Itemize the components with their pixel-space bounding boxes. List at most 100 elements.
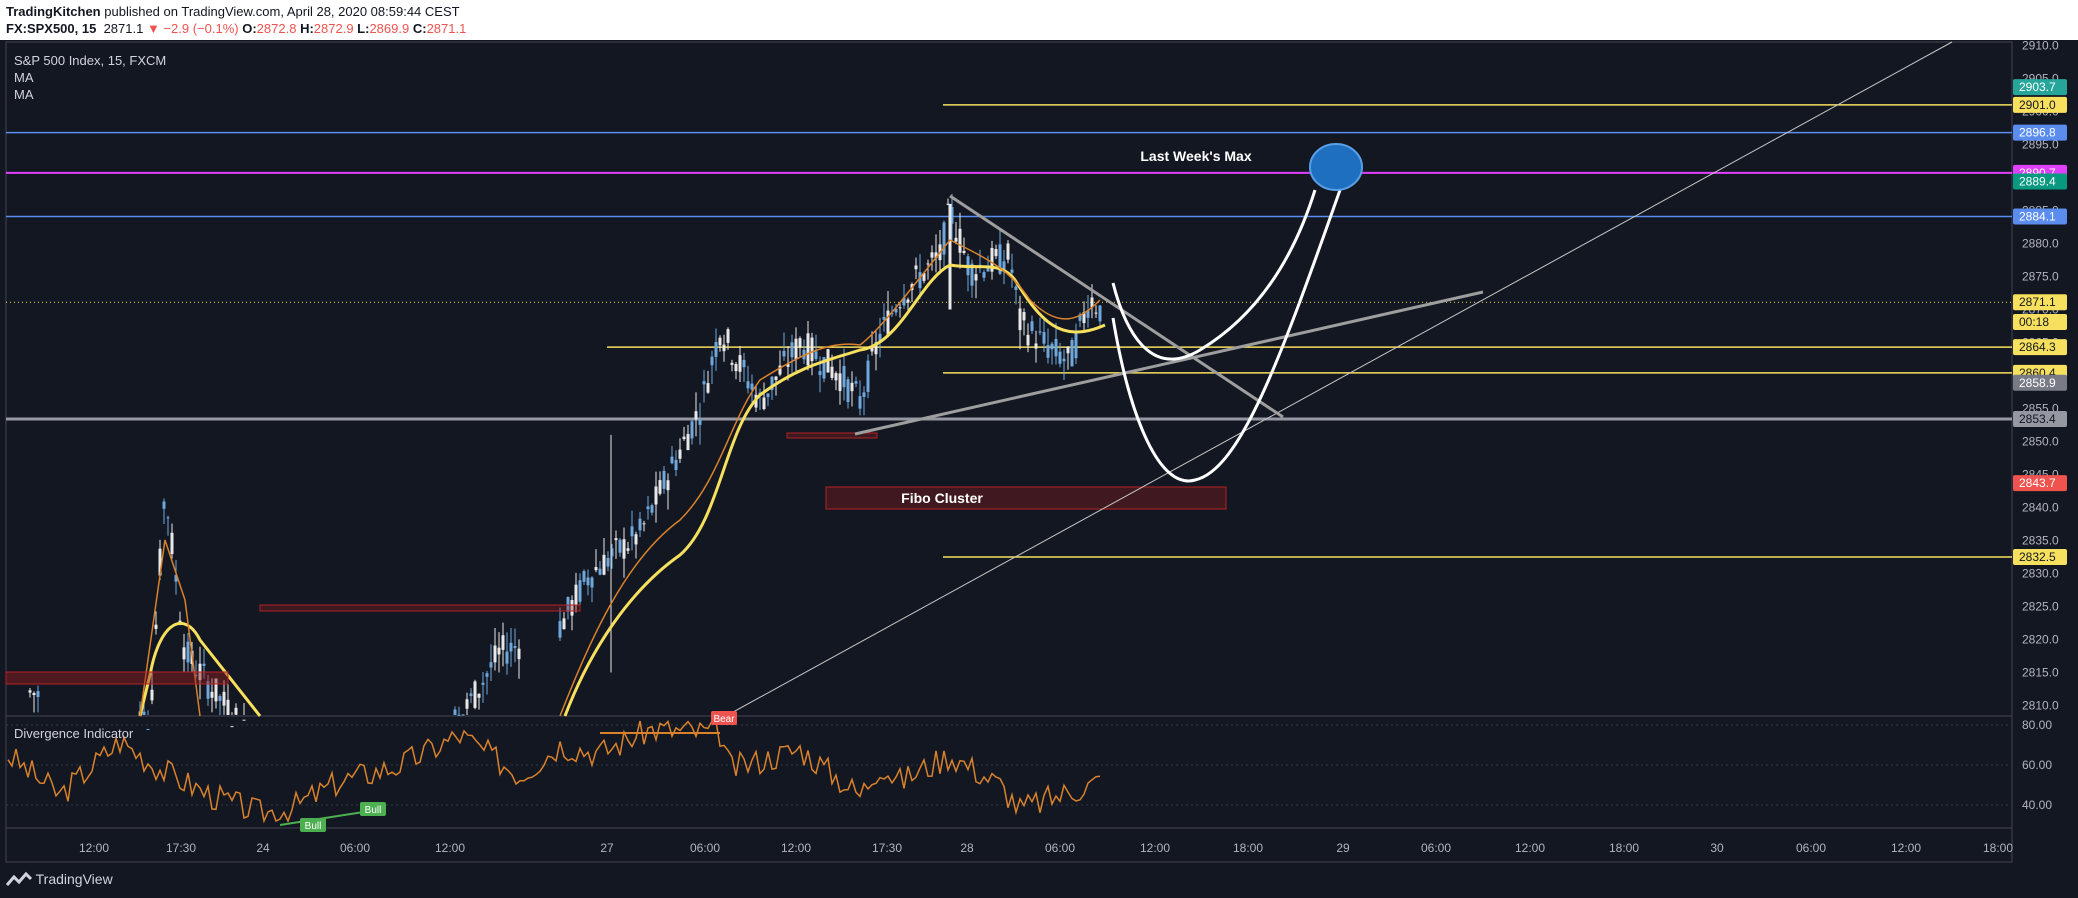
- author-name[interactable]: TradingKitchen: [6, 4, 101, 19]
- candle-body: [174, 575, 178, 582]
- tradingview-icon: [5, 871, 33, 886]
- x-tick-label: 29: [1336, 841, 1350, 855]
- x-tick-label: 17:30: [166, 841, 196, 855]
- candle-body: [453, 709, 457, 715]
- tradingview-logo[interactable]: TradingView: [5, 871, 113, 887]
- candle-body: [574, 584, 578, 605]
- candle-body: [706, 383, 710, 393]
- x-tick-label: 24: [256, 841, 270, 855]
- candle-body: [854, 381, 858, 384]
- x-tick-label: 30: [1710, 841, 1724, 855]
- target-circle: [1309, 143, 1363, 191]
- candle-body: [594, 566, 598, 571]
- candle-body: [562, 618, 566, 630]
- candle-body: [866, 360, 870, 392]
- candle-body: [489, 662, 493, 668]
- last-week-max-label: Last Week's Max: [1140, 148, 1251, 164]
- candle-body: [226, 699, 230, 715]
- candle-body: [934, 252, 938, 259]
- price-label-text: 2903.7: [2019, 80, 2056, 94]
- price-label: 2843.7: [2013, 475, 2067, 492]
- candle-body: [614, 538, 618, 541]
- x-tick-label: 17:30: [872, 841, 902, 855]
- price-label: 2871.1: [2013, 294, 2067, 311]
- price-label-bg: [2013, 374, 2067, 391]
- indicator-legend[interactable]: Divergence Indicator: [14, 726, 134, 741]
- candle-body: [734, 364, 738, 372]
- last-price: 2871.1: [103, 21, 144, 36]
- candle-body: [1058, 351, 1062, 364]
- candle-body: [1062, 358, 1066, 362]
- candle-body: [481, 682, 485, 685]
- candle-body: [186, 641, 190, 663]
- x-tick-label: 12:00: [79, 841, 109, 855]
- candle-body: [982, 272, 986, 278]
- ma1-legend[interactable]: MA: [14, 70, 34, 85]
- trend-line-resistance: [949, 194, 1284, 419]
- price-label-bg: [2013, 79, 2067, 96]
- candle-body: [886, 310, 890, 336]
- candle-body: [234, 707, 238, 715]
- candle-body: [477, 693, 481, 698]
- candle-body: [469, 693, 473, 696]
- price-label-bg: [2013, 339, 2067, 356]
- oscillator: Bear Bull Bull: [7, 711, 1101, 832]
- ohlc-bar: FX:SPX500, 15 2871.1 ▼ −2.9 (−0.1%) O:28…: [6, 21, 466, 36]
- oscillator-line: [7, 720, 1101, 824]
- candle-body: [782, 350, 786, 357]
- y-tick-label: 2820.0: [2022, 633, 2059, 647]
- candles: [28, 193, 1102, 730]
- candle-body: [513, 646, 517, 648]
- ma-fast: [559, 239, 1101, 717]
- candle-body: [146, 728, 150, 730]
- candle-body: [1010, 269, 1014, 273]
- price-label-text: 2858.9: [2019, 376, 2056, 390]
- candle-body: [242, 719, 246, 721]
- osc-tick-label: 80.00: [2022, 718, 2052, 732]
- chart-title[interactable]: S&P 500 Index, 15, FXCM: [14, 53, 167, 68]
- candle-body: [1006, 243, 1010, 260]
- price-label-text: 2832.5: [2019, 550, 2056, 564]
- candle-body: [658, 480, 662, 494]
- high-value: 2872.9: [313, 21, 354, 36]
- ma2-legend[interactable]: MA: [14, 87, 34, 102]
- candle-body: [970, 263, 974, 286]
- candle-body: [714, 341, 718, 357]
- candle-body: [874, 342, 878, 355]
- candle-body: [206, 681, 210, 699]
- candle-body: [646, 506, 650, 510]
- candle-body: [926, 263, 930, 265]
- candle-body: [182, 647, 186, 660]
- candle-body: [517, 648, 521, 660]
- candle-body: [602, 554, 606, 575]
- candle-body: [674, 459, 678, 470]
- price-label-text: 00:18: [2019, 315, 2049, 329]
- symbol-label: FX:SPX500, 15: [6, 21, 97, 36]
- price-label-bg: [2013, 549, 2067, 565]
- price-change: ▼ −2.9 (−0.1%): [146, 21, 239, 36]
- signal-badge-bg: [300, 818, 326, 832]
- candle-body: [158, 548, 162, 576]
- candle-body: [1066, 346, 1070, 354]
- candle-body: [814, 351, 818, 360]
- candle-body: [678, 449, 682, 459]
- x-tick-label: 06:00: [690, 841, 720, 855]
- candle-body: [638, 518, 642, 531]
- candle-body: [606, 558, 610, 567]
- y-tick-label: 2810.0: [2022, 699, 2059, 713]
- price-label-bg: [2013, 294, 2067, 311]
- candle-body: [998, 244, 1002, 274]
- signal-badge-bg: [711, 711, 737, 725]
- x-tick-label: 06:00: [340, 841, 370, 855]
- signal-badge: Bear: [711, 711, 737, 725]
- candle-body: [598, 568, 602, 575]
- candle-body: [862, 392, 866, 397]
- candle-body: [642, 523, 646, 525]
- y-tick-label: 2825.0: [2022, 600, 2059, 614]
- ma-slow: [563, 263, 1106, 717]
- x-tick-label: 12:00: [435, 841, 465, 855]
- y-tick-label: 2835.0: [2022, 534, 2059, 548]
- price-label-text: 2889.4: [2019, 174, 2056, 188]
- candle-body: [654, 486, 658, 505]
